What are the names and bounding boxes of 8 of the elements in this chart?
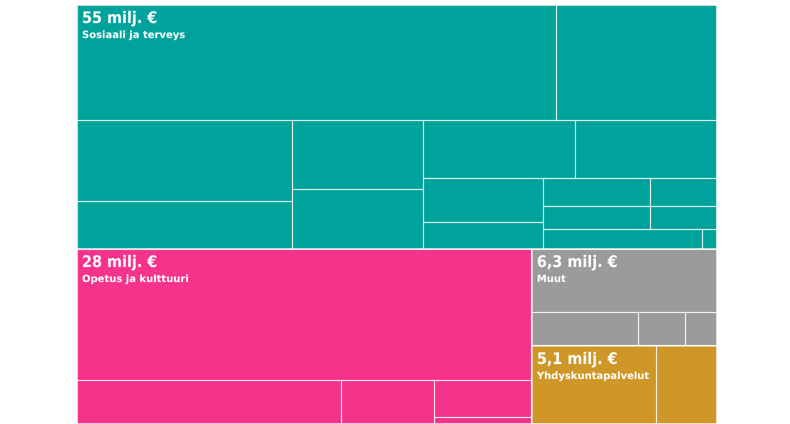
data-label: 55 milj. € [82,8,158,27]
data-label: 28 milj. € [82,252,158,272]
data-label: 6,3 milj. € [536,252,618,272]
category-label: Muut [536,274,566,286]
data-label: 5,1 milj. € [536,348,618,368]
category-label: Yhdyskuntapalvelut [536,370,650,382]
category-label: Opetus ja kulttuuri [82,274,189,286]
category-label: Sosiaali ja terveys [82,30,186,41]
